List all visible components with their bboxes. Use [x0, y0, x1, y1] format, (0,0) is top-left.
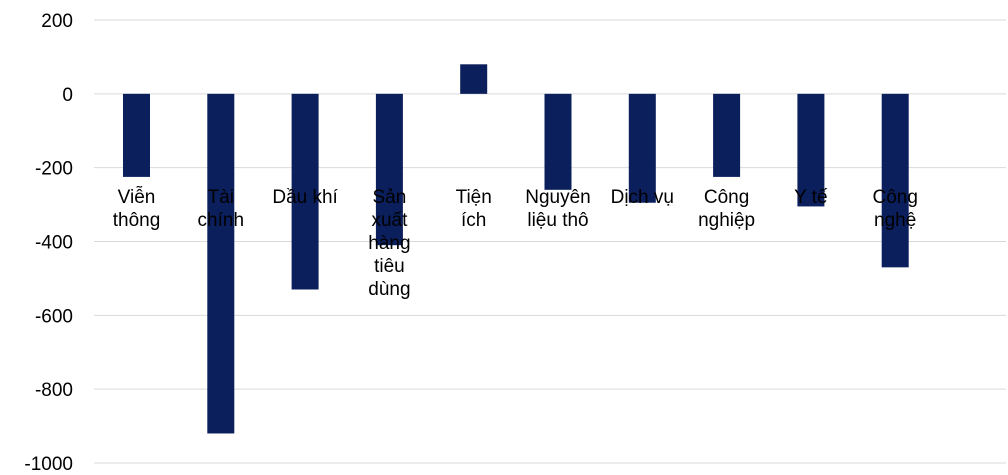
category-label: thông	[113, 210, 161, 231]
y-tick-label: 200	[41, 11, 73, 32]
y-tick-label: -200	[35, 159, 73, 180]
category-label: Nguyên	[525, 187, 591, 208]
bar	[544, 93, 572, 190]
category-label: Dầu khí	[272, 187, 338, 208]
category-label: nghiệp	[698, 210, 755, 231]
category-label: xuất	[371, 210, 408, 231]
category-label: Viễn	[118, 186, 156, 208]
category-label: nghệ	[874, 210, 916, 231]
bar	[460, 64, 488, 94]
bar	[881, 93, 909, 268]
category-label: liệu thô	[527, 210, 588, 231]
category-label: Tài	[208, 187, 234, 208]
y-tick-label: -800	[35, 380, 73, 401]
category-label: Y tế	[794, 187, 828, 208]
y-tick-label: -600	[35, 306, 73, 327]
bar	[797, 93, 825, 207]
category-label: Tiện	[456, 187, 492, 208]
bar	[375, 93, 403, 246]
category-label: Dịch vụ	[611, 187, 674, 208]
category-label: Sản	[372, 187, 406, 208]
category-label: hàng	[368, 233, 410, 254]
y-tick-label: 0	[62, 85, 73, 106]
bar	[123, 93, 150, 177]
bar-layer	[123, 64, 909, 434]
y-tick-label: -1000	[24, 454, 73, 475]
category-label: Công	[872, 187, 917, 208]
bar	[628, 93, 656, 203]
bar	[713, 93, 741, 177]
category-label: tiêu	[374, 256, 405, 277]
category-label: dùng	[368, 279, 410, 300]
category-label: chính	[198, 210, 244, 231]
bar	[207, 93, 235, 434]
category-label: ích	[461, 210, 486, 231]
category-label: Công	[704, 187, 749, 208]
y-axis-tick-labels: 200 0 -200 -400 -600 -800 -1000	[24, 11, 73, 475]
y-tick-label: -400	[35, 233, 73, 254]
bar	[291, 93, 319, 290]
